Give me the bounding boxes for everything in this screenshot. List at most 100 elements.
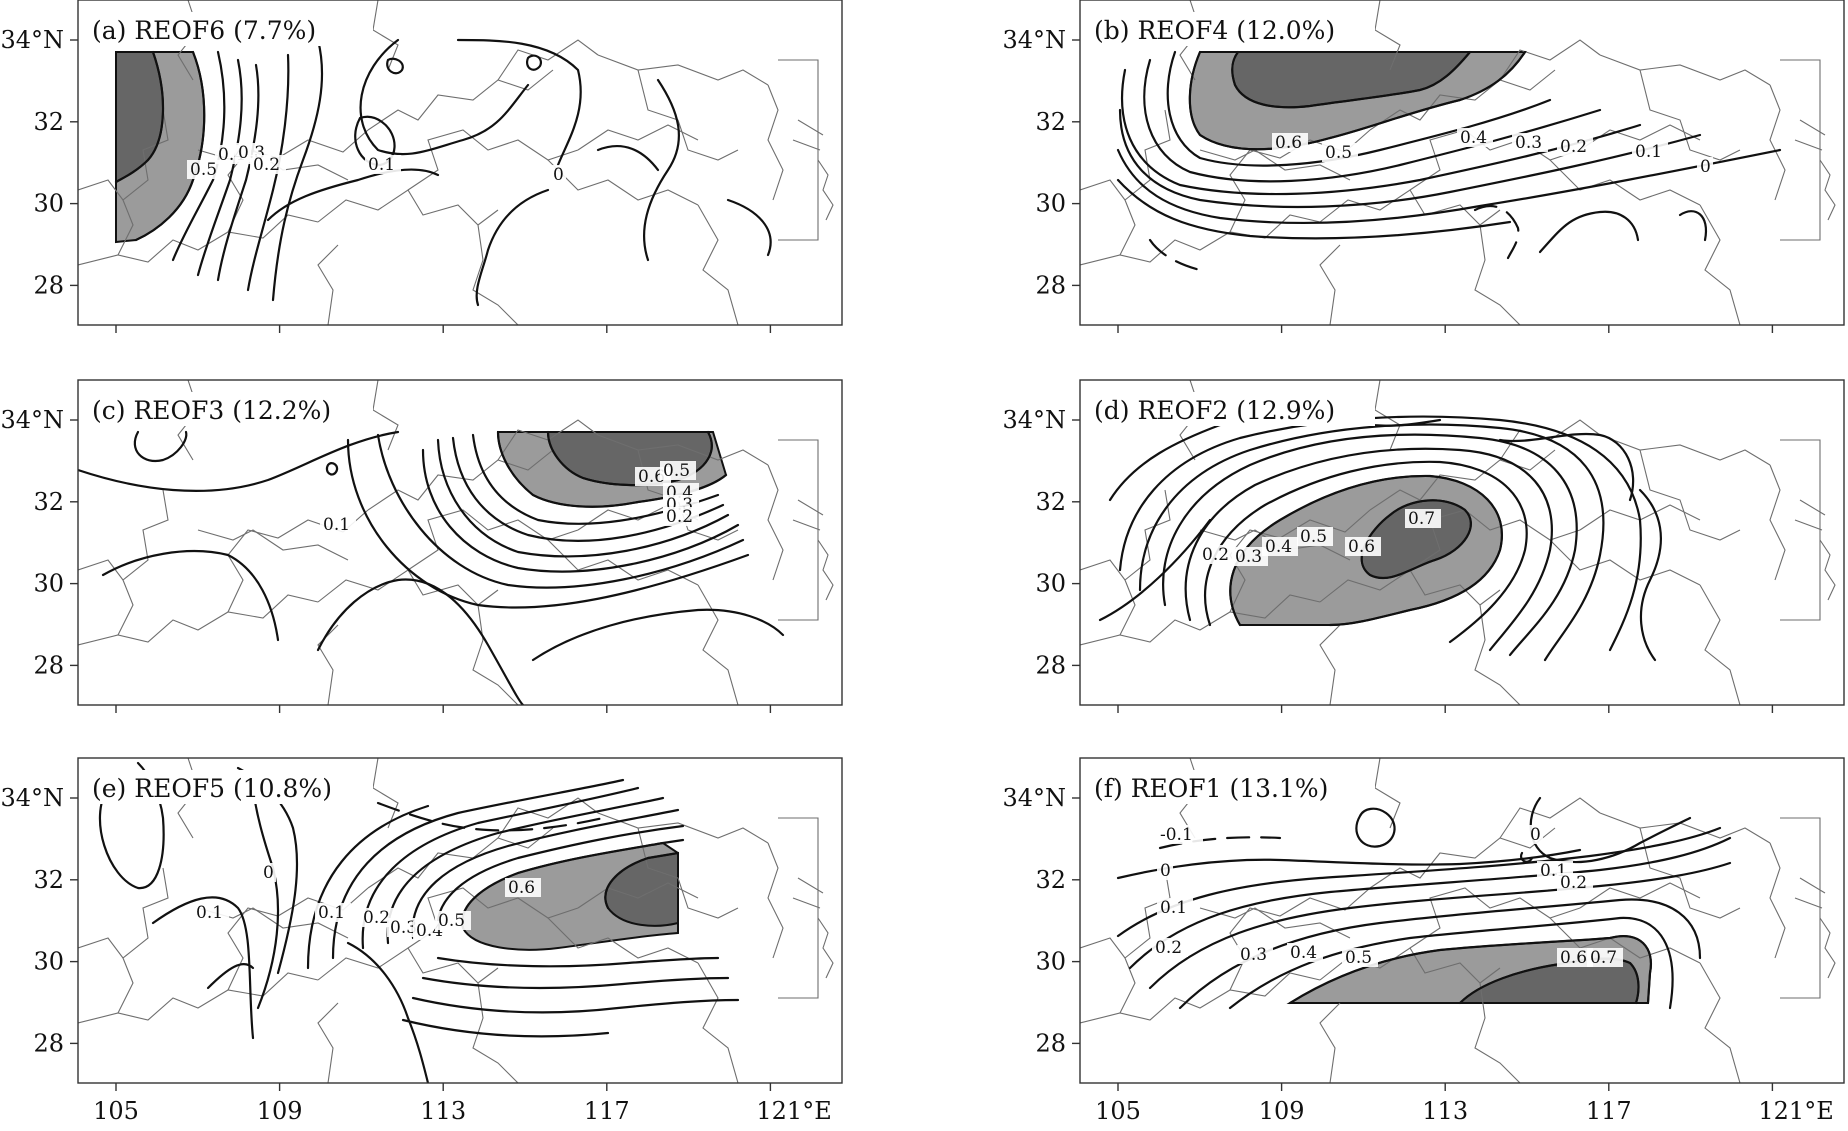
contour-label-bg	[1527, 825, 1543, 844]
contour-line	[411, 996, 740, 1014]
panel-f-frame	[1079, 757, 1845, 1084]
contour-line	[1498, 432, 1635, 502]
contour-line	[1678, 210, 1708, 242]
panel-title-bg	[1090, 12, 1375, 46]
province-boundary	[372, 758, 399, 829]
contour-line	[436, 438, 730, 558]
contour-label-bg	[1199, 545, 1235, 564]
province-boundary	[407, 129, 579, 191]
contour-line	[456, 38, 582, 167]
contour-line	[643, 78, 680, 262]
province-boundary	[1199, 149, 1351, 181]
negative-contour-line	[1148, 238, 1202, 272]
contour-line	[1118, 415, 1642, 652]
panel-f: -0.100.10.2 0.3 0.4 0.5 0.6 0.700.10.2(f) REO…	[1002, 757, 1845, 1125]
contour-label: 0.2	[1155, 938, 1182, 958]
province-boundary	[1549, 539, 1701, 586]
contour-line	[1148, 861, 1732, 990]
contour-label-bg	[250, 155, 286, 174]
province-boundary	[1369, 449, 1556, 511]
province-boundary	[1474, 982, 1521, 1083]
province-boundary	[1369, 69, 1556, 131]
contour-label: 0.5	[1345, 948, 1372, 968]
province-boundary	[317, 1002, 339, 1083]
province-boundary	[1119, 489, 1171, 636]
contour-label: 0	[263, 863, 274, 883]
contour-label-bg	[1557, 873, 1593, 892]
contour-line	[475, 188, 550, 307]
panel-d-map: 0.2 0.3 0.4 0.5 0.6 0.7	[1080, 380, 1836, 705]
contour-line	[436, 824, 685, 935]
y-tick-label: 28	[1035, 651, 1066, 679]
contour-label: 0.1	[1635, 142, 1662, 162]
panel-b-title: (b) REOF4 (12.0%)	[1094, 16, 1335, 45]
province-boundary	[597, 434, 769, 466]
province-boundary	[1769, 464, 1786, 581]
province-boundary	[767, 464, 784, 581]
contour-label: 0.4	[1290, 943, 1317, 963]
contour-label: 0.7	[1590, 948, 1617, 968]
negative-contour-line	[376, 801, 605, 832]
contour-label-bg	[1237, 945, 1273, 964]
province-boundary	[1319, 244, 1341, 325]
province-boundary	[78, 214, 319, 266]
contour-label-bg	[1287, 943, 1323, 962]
x-tick-label: 121°E	[1758, 1097, 1833, 1125]
province-boundary	[767, 84, 784, 201]
contour-label-bg	[1512, 133, 1548, 152]
contour-label-bg	[505, 878, 541, 897]
panel-a-title: (a) REOF6 (7.7%)	[92, 16, 316, 45]
contour-line	[271, 38, 324, 302]
contour-line	[1138, 423, 1605, 662]
negative-contour-line	[1158, 836, 1282, 850]
province-boundary	[1780, 439, 1821, 621]
province-boundary	[1474, 224, 1521, 325]
province-boundary	[1769, 842, 1786, 959]
panel-a-boundaries	[78, 0, 834, 325]
contour-line	[171, 50, 226, 262]
contour-label-bg	[1557, 137, 1593, 156]
province-boundary	[1549, 159, 1701, 206]
contour-label-bg	[193, 903, 229, 922]
contour-line	[1166, 50, 1552, 167]
contour-label: 0.1	[368, 155, 395, 175]
province-boundary	[1080, 559, 1126, 581]
contour-label: 0	[1530, 825, 1541, 845]
province-boundary	[472, 224, 519, 325]
province-boundary	[1599, 54, 1771, 86]
y-tick-label: 32	[1035, 108, 1066, 136]
province-boundary	[637, 69, 739, 161]
contour-label-bg	[1697, 157, 1713, 176]
province-boundary	[1374, 380, 1401, 451]
contour-label: 0	[1700, 157, 1711, 177]
province-boundary	[1374, 758, 1401, 829]
y-tick-label: 28	[33, 271, 64, 299]
contour-line	[346, 941, 430, 1083]
contour-label-bg	[320, 515, 356, 534]
contour-line	[1143, 58, 1602, 183]
x-tick-label: 109	[1259, 1097, 1305, 1125]
contour-line	[1288, 935, 1653, 1005]
contour-label: 0.1	[318, 903, 345, 923]
province-boundary	[317, 189, 499, 226]
province-boundary	[792, 877, 824, 909]
contour-label: 0.5	[438, 911, 465, 931]
contour-line	[1204, 460, 1528, 644]
y-tick-label: 32	[33, 866, 64, 894]
panel-d: 0.2 0.3 0.4 0.5 0.6 0.7 (d) REOF2 (12.9%) 34°N 3…	[1002, 379, 1845, 713]
province-boundary	[78, 937, 124, 959]
contour-line	[1116, 826, 1722, 938]
contour-label: 0.4	[1265, 537, 1292, 557]
province-boundary	[778, 59, 819, 241]
contour-label-bg	[1632, 142, 1668, 161]
contour-label-bg	[1157, 825, 1203, 844]
contour-line	[1355, 807, 1396, 848]
province-boundary	[117, 109, 169, 256]
contour-label: 0.6	[508, 878, 535, 898]
panel-c-boundaries	[78, 380, 834, 705]
province-boundary	[1119, 109, 1171, 256]
province-boundary	[1319, 569, 1501, 606]
contour-line	[206, 963, 255, 990]
contour-line	[1118, 108, 1702, 209]
province-boundary	[778, 817, 819, 999]
